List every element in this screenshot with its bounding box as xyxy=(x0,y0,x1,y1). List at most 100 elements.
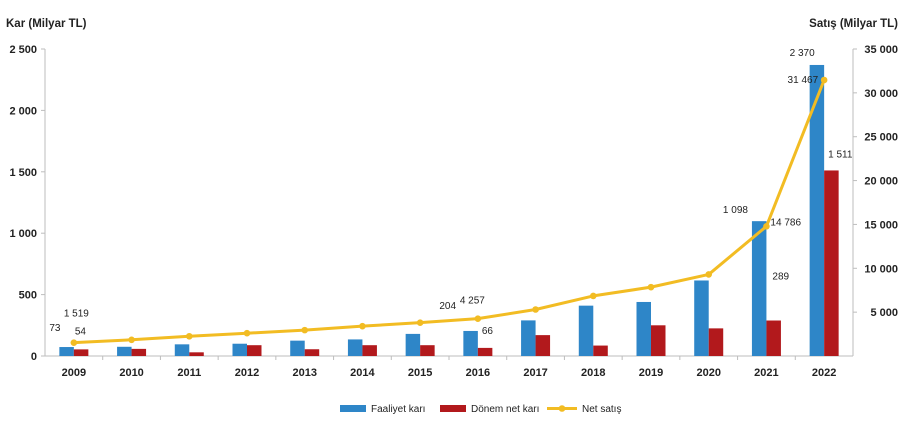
left-tick-label: 1 000 xyxy=(9,228,37,240)
right-tick-label: 5 000 xyxy=(870,307,898,319)
axes: 0 500 1 000 1 500 2 000 2 500 5 000 10 000 15 00… xyxy=(9,44,898,379)
faaliyet-kari-bar xyxy=(290,340,305,356)
data-label: 14 786 xyxy=(770,217,801,228)
net-satis-point xyxy=(532,306,539,313)
data-label: 1 519 xyxy=(64,309,89,320)
right-tick-label: 20 000 xyxy=(864,176,898,188)
x-tick-label: 2012 xyxy=(235,367,259,379)
right-axis-title: Satış (Milyar TL) xyxy=(809,18,898,30)
faaliyet-kari-bar xyxy=(694,280,709,356)
legend-swatch xyxy=(440,405,466,412)
net-satis-point xyxy=(705,271,713,278)
net-satis-point xyxy=(763,223,770,230)
x-tick-label: 2015 xyxy=(408,367,432,379)
right-tick-label: 30 000 xyxy=(864,88,898,100)
net-satis-point xyxy=(416,319,424,326)
faaliyet-kari-bar xyxy=(751,221,767,356)
data-label: 4 257 xyxy=(460,296,485,307)
data-label: 289 xyxy=(772,272,789,283)
donem-net-kari-bar xyxy=(362,345,377,356)
data-label: 31 467 xyxy=(788,75,819,86)
right-tick-label: 35 000 xyxy=(864,44,898,56)
x-tick-label: 2016 xyxy=(466,367,490,379)
donem-net-kari-bar xyxy=(304,349,320,356)
data-label: 1 511 xyxy=(828,149,853,160)
donem-net-kari-bar xyxy=(247,345,262,356)
faaliyet-kari-bar xyxy=(347,339,363,356)
x-tick-label: 2010 xyxy=(119,367,143,379)
legend-swatch xyxy=(340,405,366,412)
right-tick-label: 15 000 xyxy=(864,219,898,231)
x-tick-label: 2020 xyxy=(696,367,720,379)
donem-net-kari-bar xyxy=(189,352,204,356)
legend-net-satis: Net satış xyxy=(547,404,621,415)
faaliyet-kari-bar xyxy=(521,320,536,356)
data-label: 1 098 xyxy=(723,205,748,216)
x-tick-label: 2019 xyxy=(639,367,663,379)
legend-donem-net-kari: Dönem net karı xyxy=(440,404,539,415)
x-tick-label: 2009 xyxy=(62,367,86,379)
net-satis-point xyxy=(359,322,366,330)
donem-net-kari-bar xyxy=(593,345,608,356)
faaliyet-kari-bar xyxy=(232,343,247,356)
faaliyet-kari-bar xyxy=(59,347,74,356)
data-label: 66 xyxy=(482,326,494,337)
net-satis-point xyxy=(301,326,309,334)
data-label: 2 370 xyxy=(790,48,815,59)
net-sales-line xyxy=(70,76,828,346)
donem-net-kari-bar xyxy=(535,335,551,356)
legend-label: Net satış xyxy=(582,404,621,415)
faaliyet-kari-bar xyxy=(117,346,132,356)
net-satis-point xyxy=(820,76,828,84)
donem-net-kari-bar xyxy=(73,349,89,356)
faaliyet-kari-bar xyxy=(174,344,190,356)
legend-label: Faaliyet karı xyxy=(371,404,425,415)
data-label: 73 xyxy=(49,323,61,334)
legend: Faaliyet karı Dönem net karı Net satış xyxy=(340,404,621,415)
legend-faaliyet-kari: Faaliyet karı xyxy=(340,404,425,415)
faaliyet-kari-bar xyxy=(463,330,478,356)
faaliyet-kari-bar xyxy=(578,305,594,356)
x-tick-label: 2022 xyxy=(812,367,836,379)
right-tick-label: 25 000 xyxy=(864,132,898,144)
donem-net-kari-bar xyxy=(766,320,781,356)
donem-net-kari-bar xyxy=(708,328,724,356)
x-tick-label: 2018 xyxy=(581,367,605,379)
donem-net-kari-bar xyxy=(477,347,493,356)
faaliyet-kari-bar xyxy=(809,64,825,357)
faaliyet-kari-bar xyxy=(405,333,421,356)
net-satis-point xyxy=(243,329,251,337)
net-satis-point xyxy=(70,339,78,346)
left-axis-title: Kar (Milyar TL) xyxy=(6,18,87,30)
left-tick-label: 0 xyxy=(31,351,37,363)
x-tick-label: 2013 xyxy=(292,367,316,379)
net-satis-point xyxy=(185,332,193,340)
bars xyxy=(59,64,839,357)
donem-net-kari-bar xyxy=(420,345,435,356)
data-labels: 73 54 1 519 204 66 4 257 1 098 289 14 786 2 370 1 … xyxy=(49,48,853,337)
net-satis-point xyxy=(474,315,482,322)
x-tick-label: 2017 xyxy=(523,367,547,379)
net-satis-point xyxy=(647,283,655,291)
faaliyet-kari-bar xyxy=(636,301,651,356)
data-label: 204 xyxy=(439,301,456,312)
data-label: 54 xyxy=(75,326,87,337)
net-satis-line-path xyxy=(73,79,826,345)
left-tick-label: 500 xyxy=(19,290,37,302)
left-tick-label: 2 000 xyxy=(9,105,37,117)
x-tick-label: 2011 xyxy=(177,367,201,379)
donem-net-kari-bar xyxy=(651,325,666,356)
net-satis-point xyxy=(589,292,597,300)
donem-net-kari-bar xyxy=(824,170,839,356)
left-tick-label: 1 500 xyxy=(9,167,37,179)
x-tick-label: 2014 xyxy=(350,367,375,379)
right-tick-label: 10 000 xyxy=(864,263,898,275)
legend-marker xyxy=(558,405,566,412)
donem-net-kari-bar xyxy=(131,348,147,356)
net-satis-point xyxy=(128,336,135,344)
x-tick-label: 2021 xyxy=(754,367,778,379)
legend-label: Dönem net karı xyxy=(471,404,539,415)
left-tick-label: 2 500 xyxy=(9,44,37,56)
